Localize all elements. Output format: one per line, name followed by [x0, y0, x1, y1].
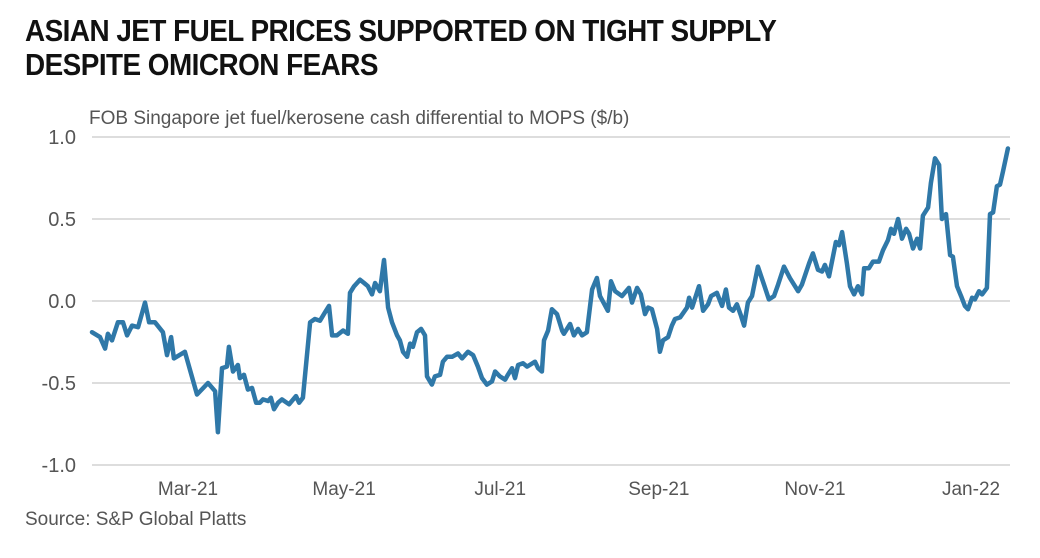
chart-subtitle: FOB Singapore jet fuel/kerosene cash dif…: [89, 108, 630, 129]
series-group: [89, 146, 1011, 435]
x-tick-label: Nov-21: [784, 479, 845, 500]
x-tick-label: Jul-21: [474, 479, 526, 500]
source-note: Source: S&P Global Platts: [25, 509, 247, 530]
y-tick-label: 0.0: [48, 291, 76, 313]
y-tick-label: -1.0: [42, 455, 76, 477]
chart-title-line-2: DESPITE OMICRON FEARS: [25, 47, 378, 82]
chart-title: ASIAN JET FUEL PRICES SUPPORTED ON TIGHT…: [25, 14, 925, 82]
y-axis-ticks: 1.0 0.5 0.0 -0.5 -1.0: [42, 127, 76, 477]
y-tick-label: -0.5: [42, 373, 76, 395]
series-line: [89, 146, 1011, 435]
x-tick-label: Sep-21: [628, 479, 689, 500]
gridlines: [92, 136, 1010, 466]
x-tick-label: Jan-22: [942, 479, 1000, 500]
x-axis-ticks: Mar-21 May-21 Jul-21 Sep-21 Nov-21 Jan-22: [158, 479, 1000, 500]
y-tick-label: 1.0: [48, 127, 76, 149]
x-tick-label: May-21: [312, 479, 375, 500]
chart-title-line-1: ASIAN JET FUEL PRICES SUPPORTED ON TIGHT…: [25, 13, 777, 48]
x-tick-label: Mar-21: [158, 479, 218, 500]
y-tick-label: 0.5: [48, 209, 76, 231]
